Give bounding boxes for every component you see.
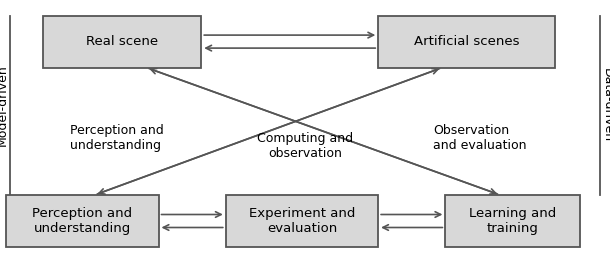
FancyArrowPatch shape — [163, 225, 223, 230]
FancyBboxPatch shape — [43, 16, 201, 68]
FancyArrowPatch shape — [204, 32, 373, 38]
FancyArrowPatch shape — [206, 45, 375, 51]
FancyArrowPatch shape — [383, 225, 442, 230]
FancyBboxPatch shape — [226, 195, 378, 247]
Text: Perception and
understanding: Perception and understanding — [70, 124, 164, 152]
Text: Artificial scenes: Artificial scenes — [414, 35, 519, 48]
FancyBboxPatch shape — [6, 195, 159, 247]
FancyBboxPatch shape — [378, 16, 555, 68]
Text: Computing and
observation: Computing and observation — [257, 132, 353, 160]
FancyArrowPatch shape — [99, 69, 440, 194]
Text: Data-driven: Data-driven — [601, 68, 610, 142]
FancyArrowPatch shape — [162, 212, 221, 217]
Text: Observation
and evaluation: Observation and evaluation — [433, 124, 526, 152]
FancyArrowPatch shape — [97, 68, 438, 194]
FancyArrowPatch shape — [149, 69, 496, 194]
Text: Real scene: Real scene — [86, 35, 158, 48]
FancyBboxPatch shape — [445, 195, 580, 247]
Text: Learning and
training: Learning and training — [468, 207, 556, 235]
Text: Model-driven: Model-driven — [0, 64, 9, 146]
Text: Perception and
understanding: Perception and understanding — [32, 207, 132, 235]
FancyArrowPatch shape — [381, 212, 440, 217]
Text: Experiment and
evaluation: Experiment and evaluation — [249, 207, 355, 235]
FancyArrowPatch shape — [151, 68, 498, 194]
